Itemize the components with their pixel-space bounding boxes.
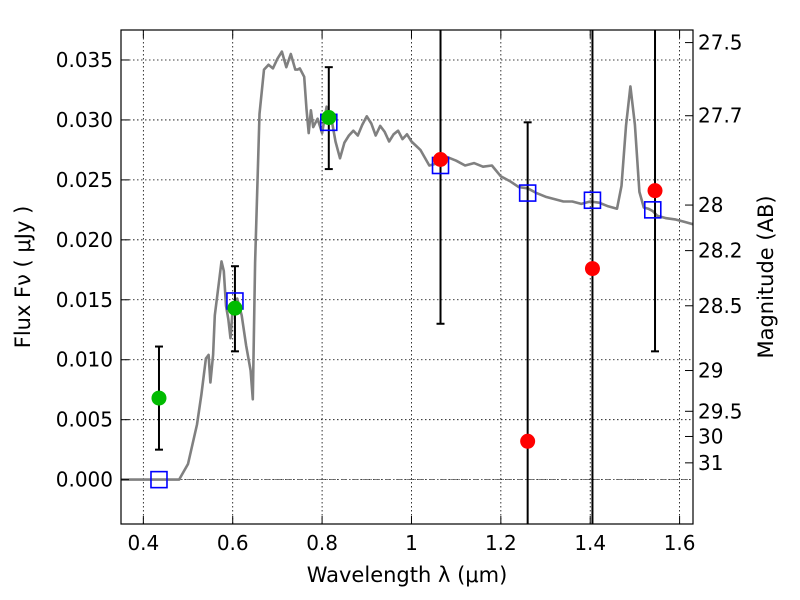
y2-tick-label: 28.5 (698, 294, 743, 318)
model-band-square (583, 191, 602, 210)
model-band-square (518, 184, 537, 202)
x-tick-label: 0.4 (127, 531, 159, 555)
y2-tick-label: 27.7 (698, 104, 743, 128)
y-tick-label: 0.015 (56, 288, 113, 312)
y2-tick-label: 27.5 (698, 31, 743, 55)
model-band-square (150, 470, 168, 489)
observed-flux-point (520, 433, 536, 449)
x-tick-label: 1.2 (485, 531, 517, 555)
observed-flux-point (647, 183, 663, 199)
y-tick-label: 0.000 (56, 468, 113, 492)
y2-tick-label: 29.5 (698, 399, 743, 423)
y-tick-label: 0.010 (56, 348, 113, 372)
observed-flux-point (584, 261, 600, 277)
x-tick-label: 0.8 (306, 531, 338, 555)
model-band-square (643, 201, 662, 219)
observed-flux-point (151, 390, 167, 406)
x-tick-label: 1.6 (664, 531, 696, 555)
y-tick-label: 0.035 (56, 48, 113, 72)
axis-ticks (121, 30, 693, 524)
error-bars (154, 30, 660, 524)
y2-tick-label: 28.2 (698, 239, 743, 263)
y2-tick-label: 30 (698, 424, 723, 448)
y2-axis-label: Magnitude (AB) (754, 195, 778, 358)
y2-tick-label: 31 (698, 451, 723, 475)
tick-labels: 0.4 0.6 0.8 1 1.2 1.4 1.6 0.000 0.005 0.010 0.015 0… (56, 31, 743, 555)
x-tick-label: 0.6 (217, 531, 249, 555)
y-tick-label: 0.025 (56, 168, 113, 192)
y-tick-label: 0.030 (56, 108, 113, 132)
y-tick-label: 0.005 (56, 408, 113, 432)
x-axis-label: Wavelength λ (μm) (307, 563, 508, 587)
y2-tick-label: 28 (698, 193, 723, 217)
observed-flux-point (321, 110, 337, 126)
y2-tick-label: 29 (698, 359, 723, 383)
observed-flux-point (433, 151, 449, 167)
observed-flux-point (227, 300, 243, 316)
x-tick-label: 1.4 (574, 531, 606, 555)
plot-frame (120, 29, 694, 525)
y-tick-label: 0.020 (56, 228, 113, 252)
x-tick-label: 1 (405, 531, 418, 555)
y-axis-label: Flux Fν ( μJy ) (11, 206, 35, 349)
marker-group (150, 110, 663, 489)
plot-area (121, 30, 693, 524)
